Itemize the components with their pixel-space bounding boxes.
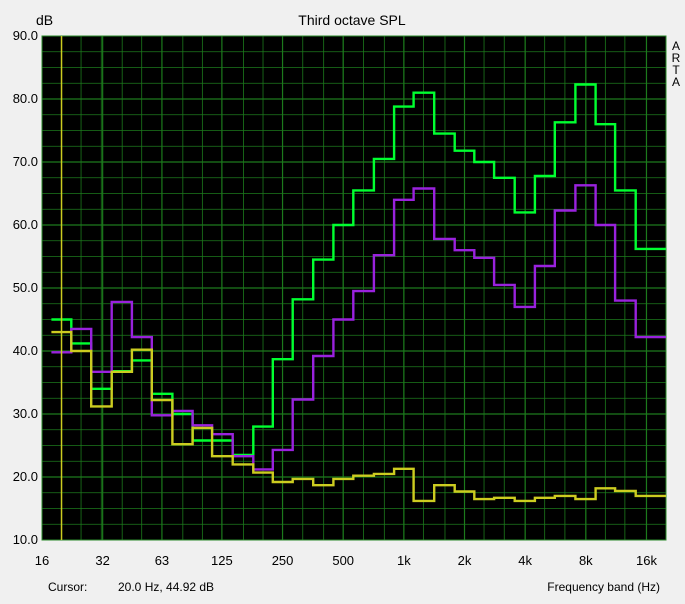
series-line-2	[51, 184, 666, 471]
x-tick-label: 32	[95, 553, 109, 568]
x-tick-label: 1k	[397, 553, 411, 568]
x-tick-label: 125	[211, 553, 233, 568]
side-letter: T	[672, 63, 680, 77]
x-tick-label: 4k	[518, 553, 532, 568]
y-tick-label: 30.0	[13, 406, 38, 421]
cursor-label: Cursor:	[48, 580, 87, 594]
y-tick-label: 70.0	[13, 154, 38, 169]
chart-title: Third octave SPL	[298, 12, 406, 28]
x-tick-label: 2k	[458, 553, 472, 568]
x-tick-label: 63	[155, 553, 169, 568]
cursor-readout: 20.0 Hz, 44.92 dB	[118, 580, 214, 594]
side-letter: A	[672, 39, 680, 53]
x-tick-label: 16	[35, 553, 49, 568]
y-tick-label: 20.0	[13, 469, 38, 484]
y-tick-label: 80.0	[13, 91, 38, 106]
y-tick-label: 90.0	[13, 28, 38, 43]
grid	[41, 35, 667, 541]
x-tick-label: 8k	[579, 553, 593, 568]
x-tick-label: 250	[272, 553, 294, 568]
y-axis-unit: dB	[36, 12, 53, 28]
x-tick-label: 16k	[636, 553, 657, 568]
y-tick-label: 60.0	[13, 217, 38, 232]
y-tick-label: 50.0	[13, 280, 38, 295]
y-tick-label: 40.0	[13, 343, 38, 358]
y-tick-label: 10.0	[13, 532, 38, 547]
side-letter: A	[672, 75, 680, 89]
series-line-3	[51, 330, 666, 503]
series-group	[51, 83, 666, 503]
plot-border	[41, 35, 667, 541]
y-tick-labels: 10.0 20.0 30.0 40.0 50.0 60.0 70.0 80.0 90.0	[13, 28, 38, 547]
side-letter: R	[672, 51, 681, 65]
x-axis-label: Frequency band (Hz)	[547, 580, 660, 594]
x-tick-labels: 16 32 63 125 250 500 1k 2k 4k 8k 16k	[35, 553, 658, 568]
x-tick-label: 500	[332, 553, 354, 568]
